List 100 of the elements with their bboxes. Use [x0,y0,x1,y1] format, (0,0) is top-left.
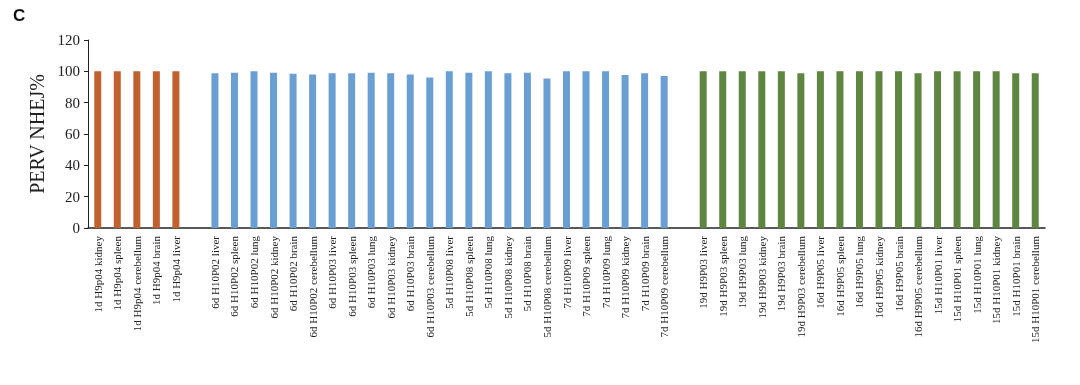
x-tick-label: 7d H10P09 liver [560,235,573,309]
bar [621,75,629,228]
y-tick-label: 40 [65,157,80,174]
bar [816,71,824,228]
bar [406,74,414,228]
x-tick-label: 16d H9P05 brain [892,235,905,312]
y-tick-label: 100 [57,63,80,80]
x-tick-label: 6d H10P02 liver [208,235,221,309]
bar [230,72,238,228]
x-tick-label: 6d H10P03 liver [326,235,339,309]
x-tick-label: 19d H9P03 cerebellum [794,235,807,338]
bar [660,76,668,228]
x-tick-label: 15d H10P01 cerebellum [1029,235,1042,343]
bar [914,73,922,228]
bar [973,71,981,228]
chart-title: C [13,6,26,25]
y-tick-label: 20 [65,188,80,205]
bar [758,71,766,228]
x-tick-label: 19d H9P03 kidney [755,235,768,319]
bar [152,71,160,228]
x-tick-label: 15d H10P01 liver [931,235,944,315]
x-tick-label: 16d H9P05 lung [853,235,866,309]
x-tick-label: 6d H10P03 kidney [384,235,397,319]
bar [426,77,434,228]
x-tick-label: 16d H9P05 cerebellum [912,235,925,338]
x-tick-label: 5d H10P08 cerebellum [540,235,553,338]
x-tick-label: 7d H10P09 kidney [619,235,632,319]
bar [250,71,258,228]
x-tick-label: 6d H10P03 lung [365,235,378,309]
bar [875,71,883,228]
x-tick-label: 6d H10P02 brain [287,235,300,312]
x-tick-label: 5d H10P08 spleen [462,235,475,317]
x-tick-label: 1d H9p04 spleen [111,235,124,311]
x-tick-label: 16d H9P05 kidney [872,235,885,319]
x-tick-label: 6d H10P03 cerebellum [423,235,436,338]
x-tick-label: 16d H9P05 liver [814,235,827,309]
x-tick-label: 1d H9p04 liver [169,235,182,303]
y-tick-label: 80 [65,94,80,111]
x-tick-label: 7d H10P09 spleen [580,235,593,317]
bar [484,71,492,228]
bar [738,71,746,228]
x-tick-label: 1d H9p04 kidney [91,235,104,313]
bar [445,71,453,228]
bar [465,72,473,228]
x-tick-label: 7d H10P09 lung [599,235,612,309]
x-tick-label: 7d H10P09 brain [638,235,651,312]
x-tick-label: 1d H9p04 cerebellum [130,235,143,332]
bar [113,71,121,228]
x-tick-label: 5d H10P08 kidney [501,235,514,319]
bar [836,71,844,228]
bar [289,73,297,228]
bar [270,72,278,228]
x-tick-label: 19d H9P03 brain [775,235,788,312]
bar [563,71,570,228]
x-tick-label: 15d H10P01 kidney [990,235,1003,324]
x-tick-label: 7d H10P09 cerebellum [658,235,671,338]
x-tick-label: 5d H10P08 brain [521,235,534,312]
x-tick-label: 15d H10P01 lung [970,235,983,314]
x-tick-label: 6d H10P02 cerebellum [306,235,319,338]
x-tick-label: 6d H10P02 lung [248,235,261,309]
bar [992,71,1000,228]
x-tick-label: 6d H10P02 kidney [267,235,280,319]
bar [719,71,727,228]
bar [504,73,512,228]
bar [582,71,590,228]
bar [895,71,903,228]
bar [94,71,102,228]
bar [367,72,375,228]
x-tick-label: 19d H9P03 spleen [716,235,729,317]
x-tick-label: 6d H10P03 brain [404,235,417,312]
y-tick-label: 0 [72,220,80,236]
x-tick-label: 16d H9P05 spleen [833,235,846,317]
y-tick-label: 60 [65,126,80,142]
bar [543,78,551,228]
x-tick-label: 19d H9P03 liver [697,235,710,309]
bar [172,71,180,228]
bar [211,73,219,228]
bar [348,73,356,228]
bar [1012,73,1020,228]
y-axis-title: PERV NHEJ% [25,74,48,194]
x-tick-label: 5d H10P08 lung [482,235,495,309]
x-tick-label: 6d H10P02 spleen [228,235,241,317]
bar [387,73,395,228]
bar [641,73,649,228]
bar [309,74,317,228]
bar [1031,73,1039,228]
bar [602,71,610,228]
bar [797,73,805,228]
bar [328,73,336,228]
bar [855,71,863,228]
y-tick-label: 120 [57,32,80,48]
bar [953,71,961,228]
bar [523,72,531,228]
bar [133,71,141,228]
bar [934,71,942,228]
x-tick-label: 15d H10P01 brain [1009,235,1022,317]
x-tick-label: 6d H10P03 spleen [345,235,358,317]
x-tick-label: 15d H10P01 spleen [951,235,964,323]
x-tick-label: 19d H9P03 lung [736,235,749,309]
bar [699,71,707,228]
